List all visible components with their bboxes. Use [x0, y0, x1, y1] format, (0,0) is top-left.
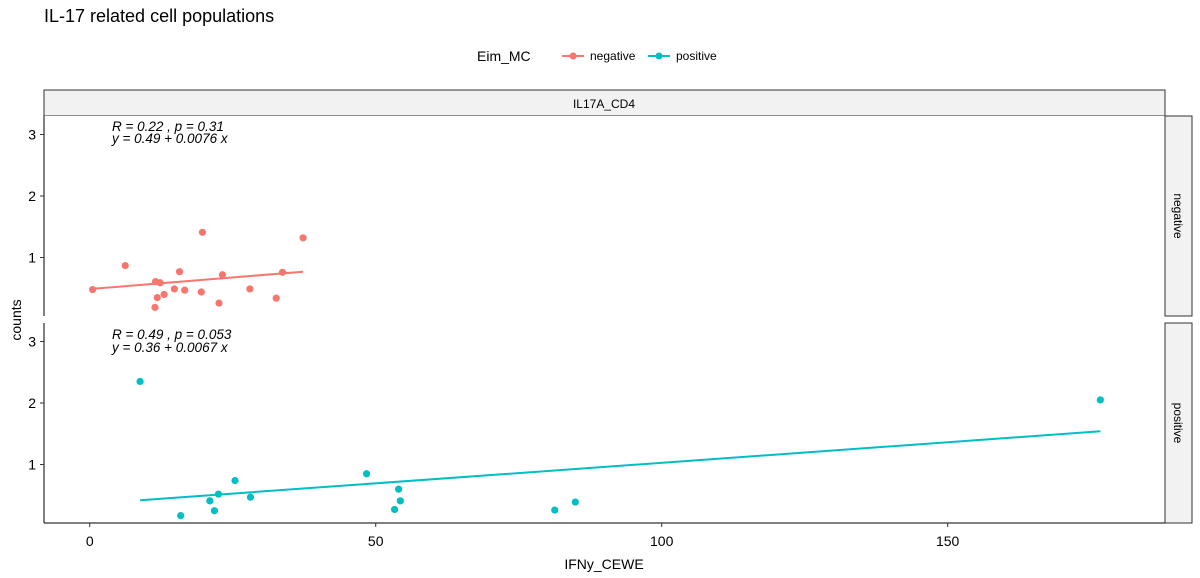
point-negative [175, 268, 184, 276]
stat-eq-positive: y = 0.36 + 0.0067 x [111, 340, 229, 355]
y-tick-label: 3 [28, 126, 36, 142]
legend-key-negative [562, 52, 584, 60]
legend-key-positive [648, 52, 670, 60]
row-strip-negative [1164, 115, 1193, 317]
data-marks [89, 228, 1104, 520]
point-positive [214, 490, 223, 498]
point-negative [170, 285, 179, 293]
point-positive [210, 507, 219, 515]
point-positive [362, 470, 371, 478]
point-positive [395, 485, 403, 493]
x-tick-label: 50 [368, 533, 384, 549]
x-tick-label: 0 [86, 533, 94, 549]
point-positive [571, 498, 579, 506]
axis-ticks: 0 50 100 150 1 2 3 1 2 3 [28, 126, 959, 549]
column-strip [43, 89, 1166, 117]
y-tick-label: 2 [28, 188, 36, 204]
point-positive [551, 506, 559, 514]
point-negative [198, 228, 207, 236]
legend-title: Eim_MC [477, 48, 531, 64]
chart-title: IL-17 related cell populations [44, 6, 274, 26]
stat-r-negative: R = 0.22 , p = 0.31 [112, 119, 224, 134]
point-positive [231, 476, 239, 485]
point-positive [177, 512, 185, 520]
y-tick-label: 3 [28, 333, 36, 349]
stat-r-positive: R = 0.49 , p = 0.053 [112, 327, 232, 342]
x-tick-label: 150 [936, 533, 960, 549]
point-negative [272, 294, 280, 302]
legend: Eim_MC negative positive [477, 48, 717, 64]
point-negative [160, 290, 168, 299]
point-negative [197, 288, 205, 296]
point-negative [218, 271, 227, 279]
panel-negative [44, 116, 1165, 316]
point-negative [181, 286, 189, 294]
point-positive [206, 497, 214, 505]
x-tick-label: 100 [650, 533, 674, 549]
row-strip-label-positive: positive [1171, 403, 1185, 444]
point-negative [299, 234, 307, 242]
legend-label-negative: negative [590, 49, 636, 63]
row-strip-label-negative: negative [1171, 193, 1185, 239]
point-negative [156, 279, 164, 287]
y-tick-label: 2 [28, 395, 36, 411]
point-positive [396, 497, 404, 505]
point-negative [151, 303, 159, 311]
point-negative [153, 293, 161, 302]
stat-eq-negative: y = 0.49 + 0.0076 x [111, 131, 229, 146]
point-positive [246, 493, 255, 501]
fit-line-positive [140, 430, 1101, 502]
point-negative [89, 285, 97, 294]
legend-label-positive: positive [676, 49, 717, 63]
point-positive [136, 377, 144, 386]
point-negative [215, 299, 223, 307]
point-negative [246, 285, 254, 293]
point-positive [1096, 396, 1104, 404]
fit-line-negative [91, 270, 304, 290]
panel-positive [44, 323, 1165, 523]
y-tick-label: 1 [28, 457, 36, 473]
point-negative [278, 268, 287, 276]
point-positive [390, 505, 399, 514]
point-negative [121, 261, 129, 270]
y-tick-label: 1 [28, 250, 36, 266]
column-strip-label: IL17A_CD4 [573, 97, 635, 111]
y-axis-title: counts [8, 299, 24, 340]
x-axis-title: IFNy_CEWE [564, 556, 643, 572]
row-strip-positive [1164, 322, 1193, 524]
